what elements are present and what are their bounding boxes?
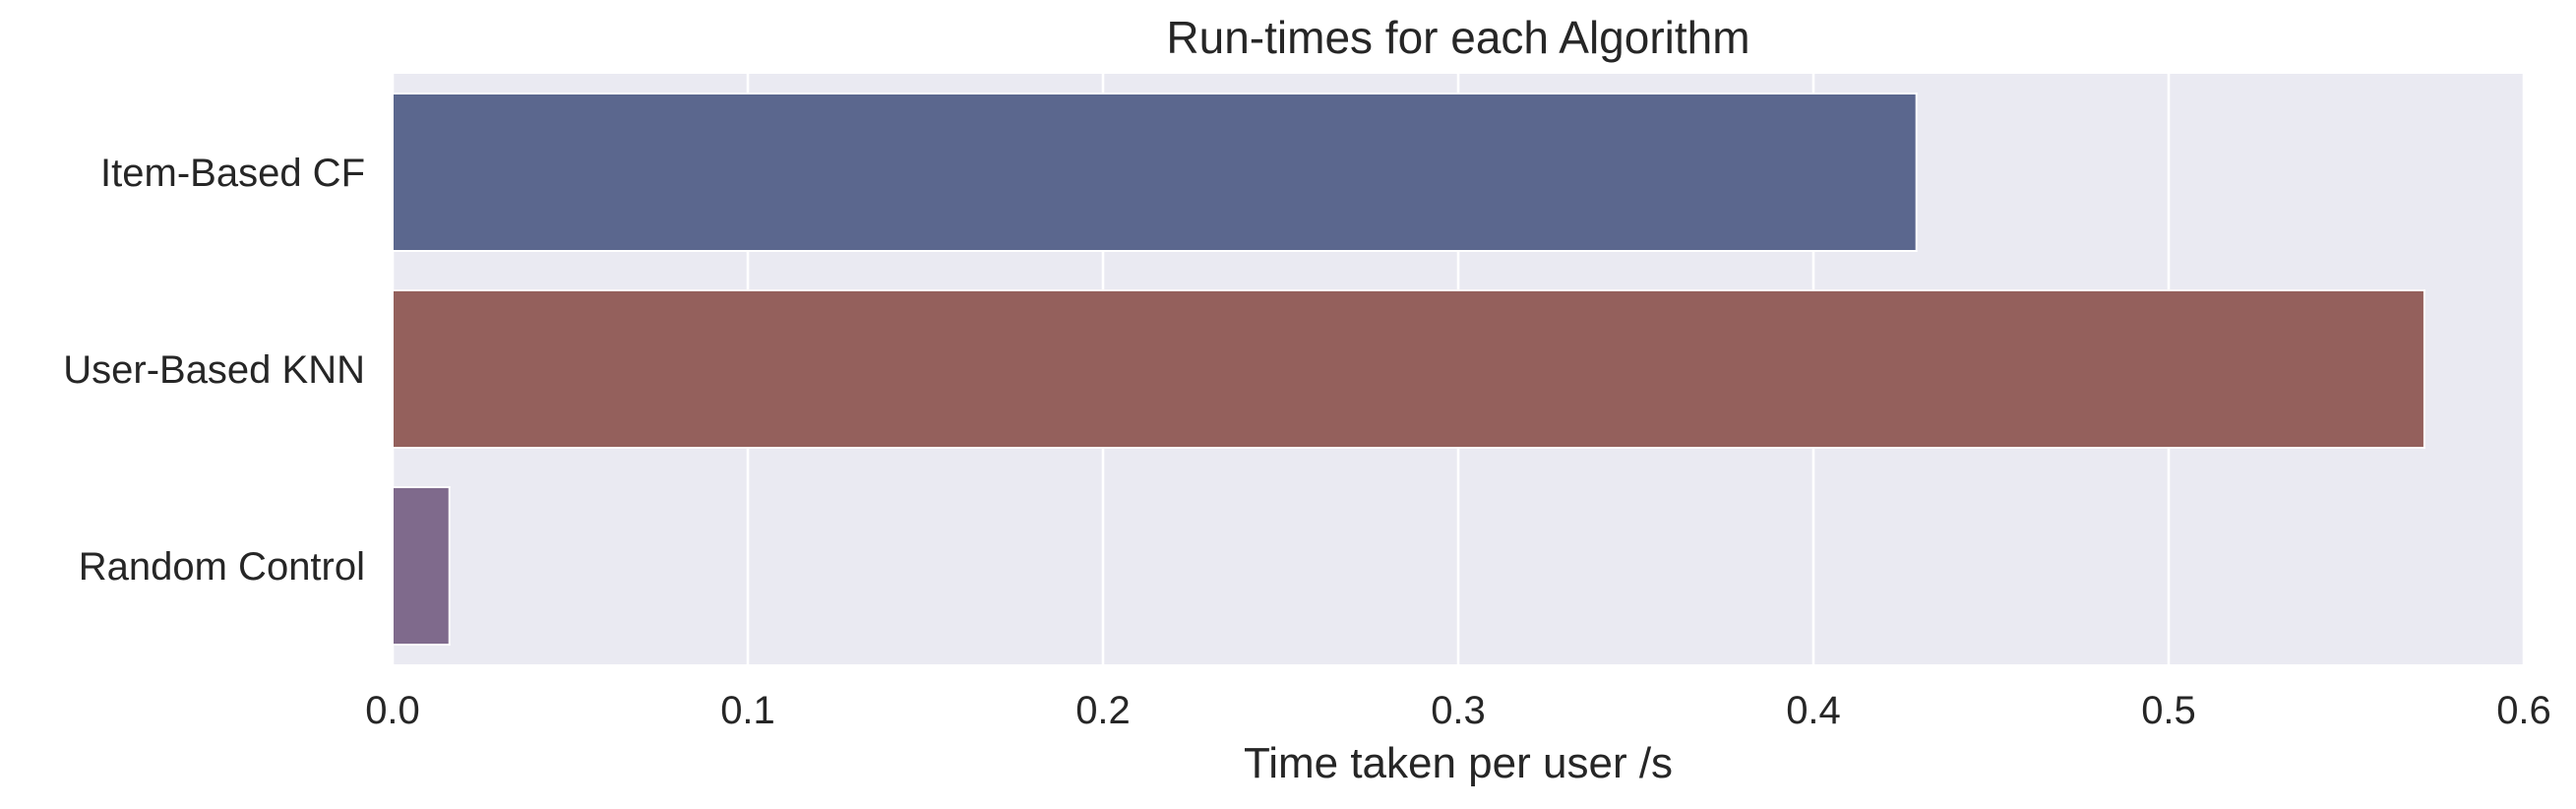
bar-random-control [392, 486, 451, 646]
x-tick-label: 0.0 [365, 689, 420, 732]
bars [392, 93, 2425, 646]
category-labels: Item-Based CF User-Based KNN Random Contro… [63, 152, 365, 589]
bar-user-based-knn [392, 289, 2425, 449]
chart-title: Run-times for each Algorithm [1166, 12, 1749, 63]
category-label: Random Control [79, 545, 365, 589]
x-tick-label: 0.6 [2496, 689, 2551, 732]
category-label: Item-Based CF [100, 152, 365, 195]
x-tick-label: 0.4 [1786, 689, 1841, 732]
x-tick-label: 0.2 [1075, 689, 1131, 732]
category-label: User-Based KNN [63, 348, 365, 392]
x-axis-label: Time taken per user /s [1244, 739, 1673, 787]
x-tick-label: 0.5 [2141, 689, 2196, 732]
bar-item-based-cf [392, 93, 1918, 252]
x-tick-labels: 0.0 0.1 0.2 0.3 0.4 0.5 0.6 [365, 689, 2551, 732]
x-tick-label: 0.1 [720, 689, 775, 732]
x-tick-label: 0.3 [1431, 689, 1486, 732]
